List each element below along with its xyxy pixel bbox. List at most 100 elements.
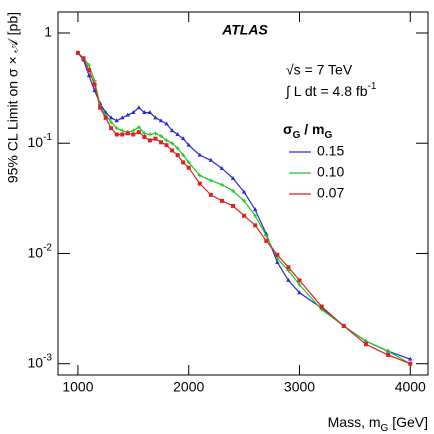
marker: [275, 259, 280, 264]
marker: [136, 130, 141, 135]
marker: [275, 256, 280, 261]
legend-label: 0.15: [317, 143, 344, 159]
marker: [408, 361, 413, 366]
legend-title-part: / m: [300, 121, 324, 137]
marker: [87, 68, 92, 73]
x-tick-label: 3000: [284, 379, 315, 395]
marker: [408, 356, 413, 361]
marker: [186, 165, 191, 170]
marker: [175, 146, 180, 151]
marker: [219, 182, 224, 187]
marker: [147, 132, 152, 137]
y-tick-exp: -3: [43, 353, 52, 364]
marker: [147, 109, 153, 114]
y-tick-label: 10-3: [28, 353, 53, 371]
marker: [81, 56, 86, 61]
marker: [86, 73, 92, 78]
x-tick-label: 1000: [62, 379, 93, 395]
marker: [297, 278, 302, 283]
marker: [114, 132, 119, 137]
marker: [142, 131, 147, 136]
marker: [108, 115, 114, 120]
energy-label: √s = 7 TeV: [286, 62, 353, 78]
marker: [186, 142, 191, 147]
marker: [241, 189, 247, 194]
marker: [142, 134, 147, 139]
marker: [75, 50, 80, 55]
marker: [264, 233, 269, 238]
marker: [197, 181, 202, 186]
marker: [120, 115, 125, 120]
luminosity-label-part: -1: [368, 81, 377, 92]
series-line: [77, 52, 411, 365]
y-tick-base: 10: [28, 244, 44, 260]
marker: [386, 352, 391, 357]
marker: [131, 128, 136, 133]
marker: [164, 121, 169, 126]
series-line: [77, 52, 411, 360]
legend-label: 0.07: [317, 185, 344, 201]
marker: [242, 213, 247, 218]
marker: [147, 138, 152, 143]
x-axis-label: Mass, mG [GeV]: [328, 414, 428, 434]
y-axis-label: 95% CL Limit on σ × 𝒜 [pb]: [5, 12, 21, 183]
y-tick-base: 10: [28, 134, 44, 150]
marker: [219, 198, 224, 203]
marker: [120, 128, 125, 133]
marker: [297, 282, 302, 287]
x-axis-label-part: Mass, m: [328, 414, 381, 430]
marker: [363, 342, 368, 347]
luminosity-label: ∫ L dt = 4.8 fb-1: [285, 81, 377, 99]
legend-title-part: G: [324, 130, 332, 141]
marker: [136, 105, 142, 110]
marker: [197, 152, 202, 157]
marker: [264, 238, 269, 243]
marker: [219, 165, 225, 170]
legend-title-part: σ: [283, 121, 293, 137]
marker: [125, 131, 130, 136]
marker: [159, 134, 164, 139]
marker: [197, 173, 202, 178]
marker: [297, 290, 302, 295]
legend-title: σG / mG: [283, 121, 332, 141]
marker: [169, 128, 175, 133]
marker: [186, 160, 191, 165]
marker: [275, 252, 280, 257]
marker: [319, 304, 324, 309]
marker: [180, 136, 186, 141]
marker: [153, 136, 158, 141]
marker: [109, 126, 114, 131]
y-tick-base: 10: [28, 354, 44, 370]
marker: [286, 265, 291, 270]
marker: [253, 223, 258, 228]
marker: [103, 115, 108, 120]
marker: [92, 82, 97, 87]
y-tick-label: 1: [44, 24, 52, 40]
y-tick-label: 10-2: [28, 243, 53, 261]
marker: [153, 115, 158, 120]
plot-frame: [57, 11, 429, 376]
marker: [208, 178, 213, 183]
y-tick-exp: -2: [43, 243, 52, 254]
marker: [164, 143, 169, 148]
x-axis-label-part: G: [381, 423, 389, 434]
marker: [175, 131, 180, 136]
marker: [164, 138, 169, 143]
marker: [208, 192, 213, 197]
marker: [341, 323, 346, 328]
marker: [231, 203, 236, 208]
marker: [286, 277, 291, 282]
marker: [252, 207, 258, 212]
y-tick-exp: -1: [43, 132, 52, 143]
legend-title-part: G: [293, 130, 301, 141]
marker: [242, 198, 247, 203]
marker: [230, 175, 236, 180]
marker: [181, 160, 186, 165]
marker: [87, 63, 92, 68]
marker: [181, 153, 186, 158]
marker: [109, 120, 114, 125]
marker: [131, 109, 136, 114]
marker: [153, 131, 158, 136]
marker: [253, 213, 258, 218]
